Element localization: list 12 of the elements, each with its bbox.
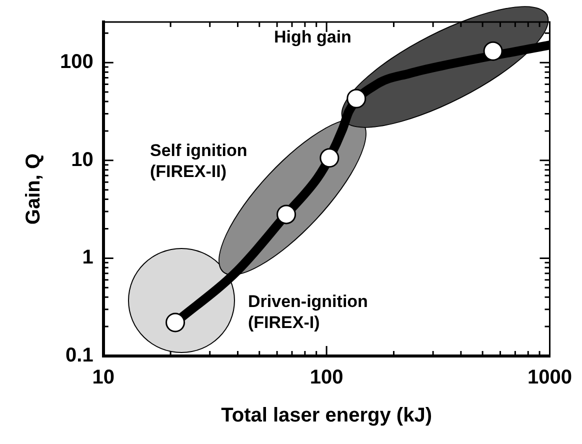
y-tick-label: 100 bbox=[60, 51, 94, 74]
x-tick-label: 10 bbox=[92, 366, 114, 389]
y-tick-label: 10 bbox=[71, 148, 94, 171]
annotation: Self ignition (FIREX-II) bbox=[150, 141, 248, 182]
y-tick-label: 1 bbox=[82, 246, 94, 269]
x-tick-label: 100 bbox=[310, 366, 344, 389]
y-tick-label: 0.1 bbox=[66, 344, 94, 367]
x-axis-title: Total laser energy (kJ) bbox=[221, 404, 432, 427]
annotation: High gain bbox=[274, 28, 352, 47]
annotation: Driven-ignition (FIREX-I) bbox=[248, 292, 368, 332]
y-axis-title: Gain, Q bbox=[22, 153, 45, 225]
x-tick-label: 1000 bbox=[528, 366, 572, 389]
